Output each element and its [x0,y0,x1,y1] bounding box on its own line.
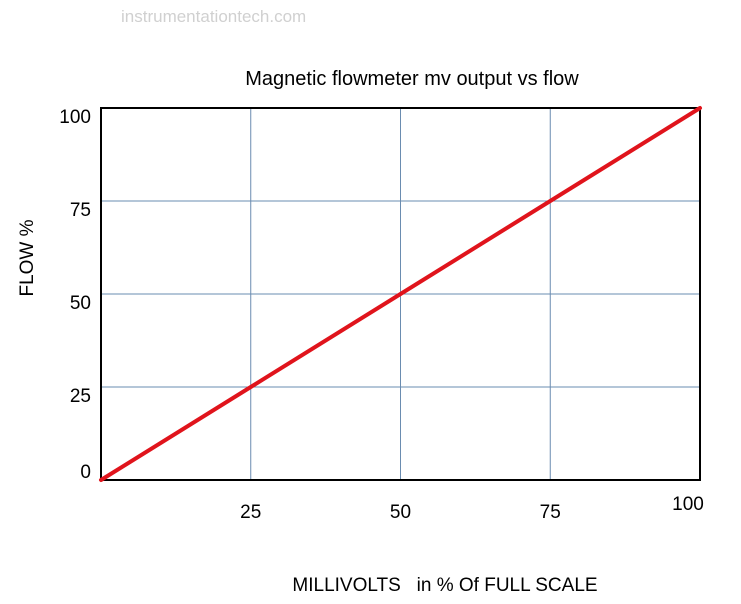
series-group [99,106,702,482]
y-tick-label-25: 25 [70,386,91,407]
y-tick-label-50: 50 [70,293,91,314]
series-line-0 [99,106,702,482]
x-tick-label-25: 25 [240,502,261,523]
x-axis-label: MILLIVOLTS in % Of FULL SCALE [292,575,597,596]
y-tick-label-0: 0 [80,462,91,483]
x-tick-label-100: 100 [672,494,704,515]
x-tick-label-50: 50 [390,502,411,523]
plot-frame [100,107,701,481]
x-tick-labels: 25 50 75 100 [240,494,704,523]
y-tick-label-100: 100 [59,107,91,128]
y-axis-label: FLOW % [17,219,38,296]
x-tick-label-75: 75 [540,502,561,523]
chart-title: Magnetic flowmeter mv output vs flow [245,68,579,90]
y-tick-labels: 0 25 50 75 100 [59,107,91,483]
y-tick-label-75: 75 [70,200,91,221]
watermark-text: instrumentationtech.com [121,7,306,26]
